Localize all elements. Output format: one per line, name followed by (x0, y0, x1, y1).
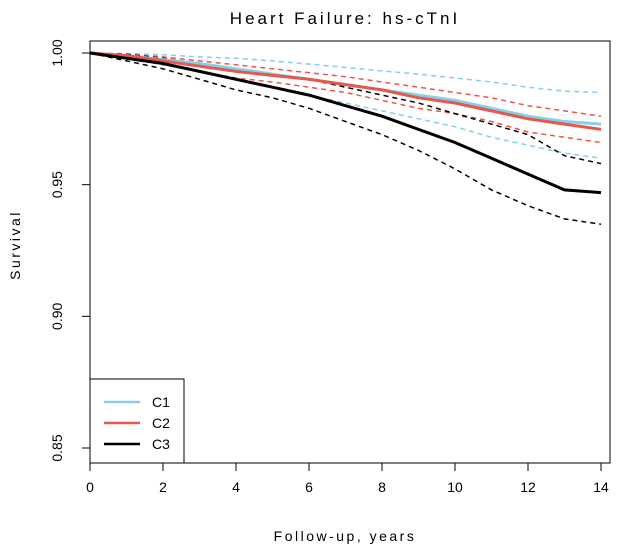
x-tick-label: 14 (593, 479, 609, 495)
x-tick-label: 6 (305, 479, 313, 495)
series-c3-ci-lower (89, 52, 602, 225)
legend-label-c3: C3 (152, 436, 170, 452)
legend-entries: C1 C2 C3 (104, 394, 170, 452)
series-c2-ci-lower (89, 52, 602, 144)
x-tick-label: 2 (159, 479, 167, 495)
series-c2-ci-upper (89, 52, 602, 117)
y-tick-label: 0.90 (49, 302, 65, 329)
x-tick-label: 0 (86, 479, 94, 495)
x-axis-title: Follow-up, years (274, 528, 417, 544)
y-tick-label: 0.85 (49, 434, 65, 461)
y-axis-title: Survival (7, 210, 23, 280)
legend: C1 C2 C3 (89, 378, 185, 464)
series-layer (89, 51, 602, 225)
legend-box (89, 378, 185, 464)
x-tick-label: 8 (378, 479, 386, 495)
chart-title: Heart Failure: hs-cTnI (230, 9, 460, 28)
series-c3-line (89, 51, 602, 195)
y-tick-label: 1.00 (49, 39, 65, 66)
series-c2-line (89, 51, 602, 131)
y-tick-label: 0.95 (49, 171, 65, 198)
series-c1-ci-lower (89, 52, 602, 160)
x-tick-label: 4 (232, 479, 240, 495)
series-c3-ci-upper (89, 52, 602, 165)
series-c1-ci-upper (89, 52, 602, 94)
x-tick-label: 12 (520, 479, 536, 495)
legend-label-c1: C1 (152, 394, 170, 410)
x-tick-label: 10 (447, 479, 463, 495)
legend-label-c2: C2 (152, 415, 170, 431)
